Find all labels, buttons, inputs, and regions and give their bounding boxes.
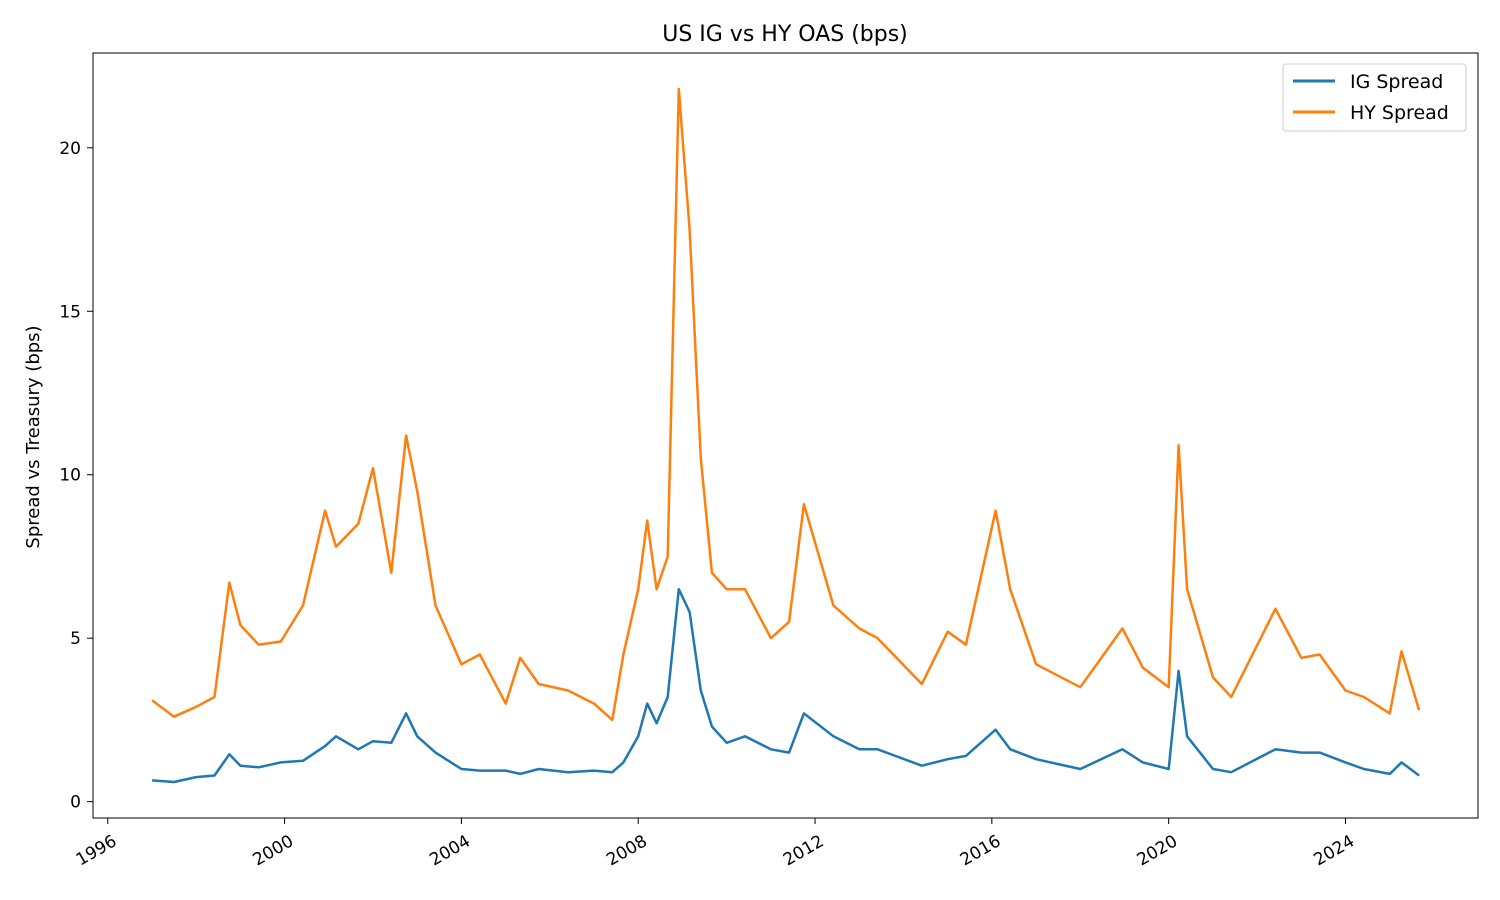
- series-line-hy: [151, 87, 1421, 722]
- chart-title: US IG vs HY OAS (bps): [662, 22, 908, 47]
- y-tick-label: 10: [59, 466, 81, 486]
- y-tick-label: 20: [59, 139, 81, 159]
- plot-frame: [92, 52, 1479, 819]
- plot-series: [151, 87, 1421, 784]
- legend: IG Spread HY Spread: [1282, 63, 1467, 132]
- y-axis-ticks: 0 5 10 15 20: [59, 139, 93, 813]
- y-tick-label: 0: [70, 793, 81, 813]
- y-tick-label: 15: [59, 302, 81, 322]
- y-axis-label: Spread vs Treasury (bps): [23, 325, 44, 548]
- legend-label-ig: IG Spread: [1350, 71, 1443, 93]
- series-line-ig: [152, 587, 1420, 784]
- y-tick-label: 5: [70, 629, 81, 649]
- legend-label-hy: HY Spread: [1350, 102, 1449, 124]
